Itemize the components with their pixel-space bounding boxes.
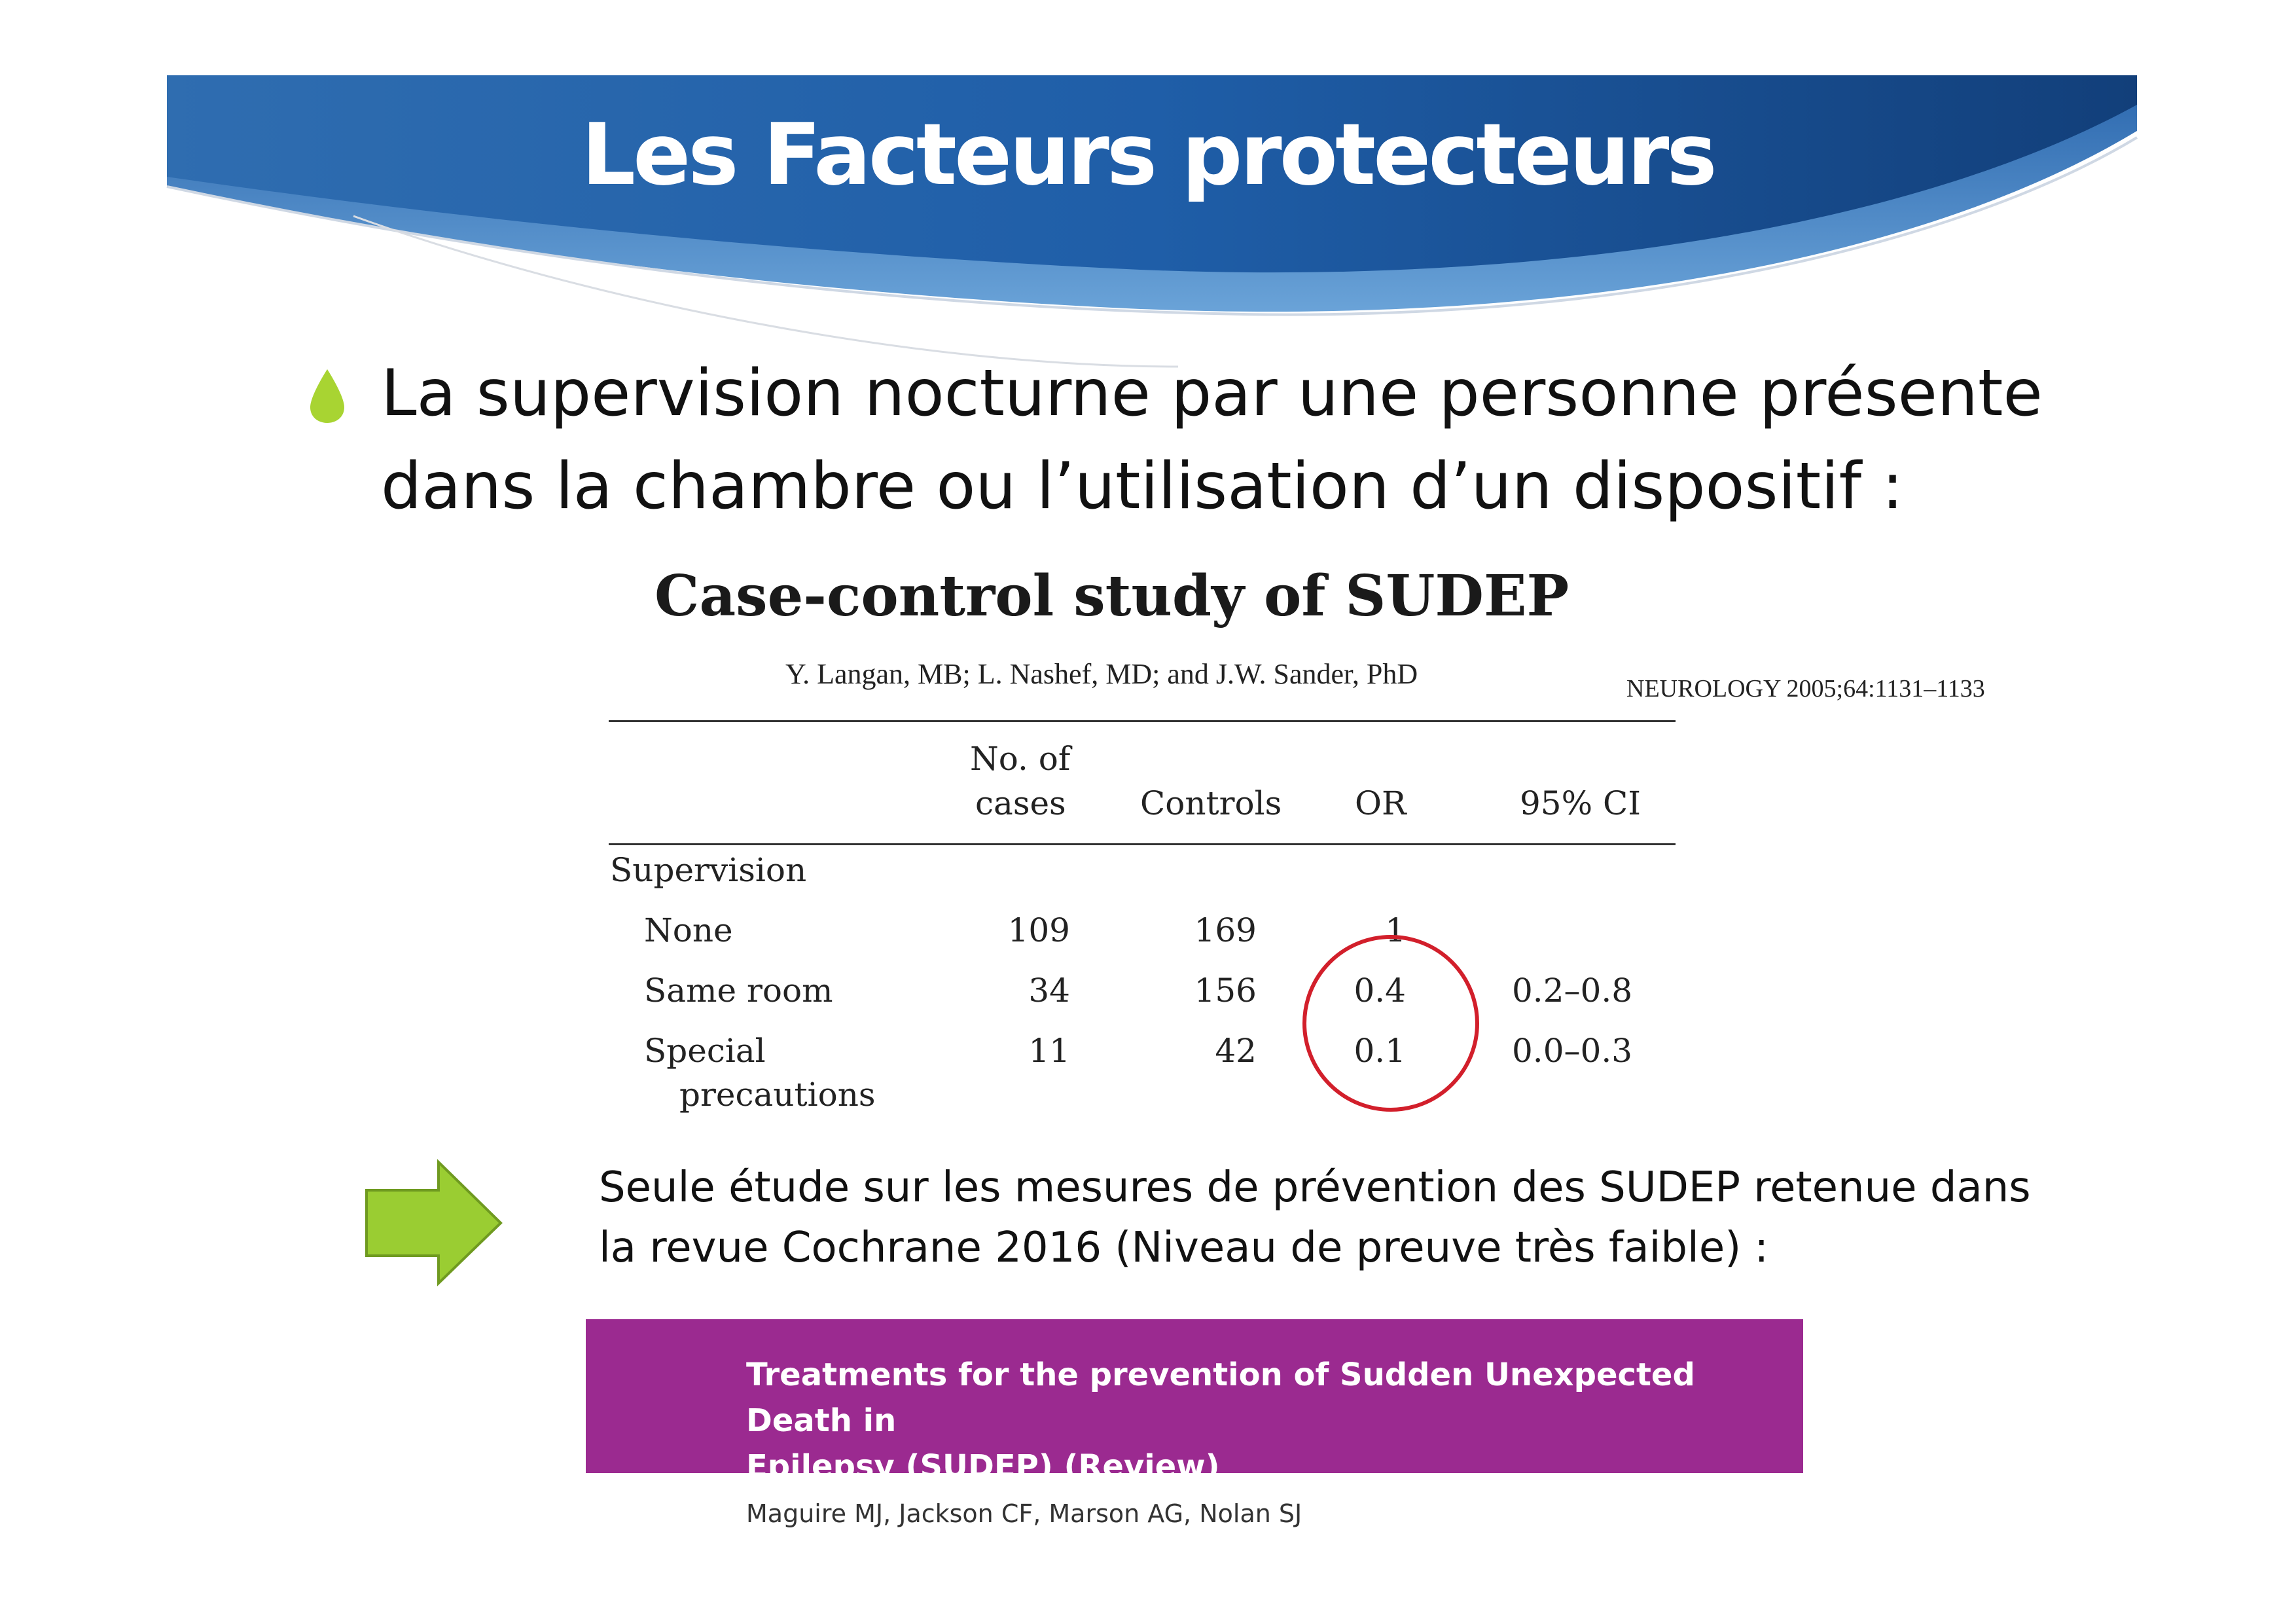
results-table: No. of cases Controls OR 95% CI Supervis… [609,720,1676,1139]
row-label: Same room [644,972,833,1010]
conclusion-note-line-1: Seule étude sur les mesures de préventio… [599,1163,2031,1212]
highlight-circle [1302,935,1479,1112]
row-label-continued: precautions [679,1076,876,1114]
row-controls: 42 [1215,1032,1257,1070]
row-cases: 34 [1028,972,1070,1010]
row-cases: 109 [1007,911,1070,949]
header-cases-line2: cases [975,784,1066,822]
header-controls: Controls [1140,784,1282,822]
slide-title: Les Facteurs protecteurs [581,105,1717,204]
conclusion-note: Seule étude sur les mesures de préventio… [599,1158,2039,1278]
row-ci: 0.2–0.8 [1512,972,1633,1010]
right-arrow-icon [365,1159,503,1286]
header-or: OR [1355,784,1407,822]
row-label: None [644,911,733,949]
cochrane-title-line-2: Epilepsy (SUDEP) (Review) [746,1448,1220,1485]
drop-bullet-icon [310,369,344,423]
row-controls: 156 [1194,972,1257,1010]
group-label: Supervision [610,851,807,889]
table-header-rule [609,843,1676,845]
row-ci: 0.0–0.3 [1512,1032,1633,1070]
paper-journal-citation: NEUROLOGY 2005;64:1131–1133 [1626,675,1985,702]
paper-authors: Y. Langan, MB; L. Nashef, MD; and J.W. S… [785,658,1418,690]
paper-title: Case-control study of SUDEP [655,563,1570,629]
cochrane-review-title: Treatments for the prevention of Sudden … [746,1352,1767,1489]
conclusion-note-line-2: la revue Cochrane 2016 (Niveau de preuve… [599,1224,1769,1272]
cochrane-review-banner: Treatments for the prevention of Sudden … [586,1319,1803,1485]
table-top-rule [609,720,1676,722]
row-controls: 169 [1194,911,1257,949]
bullet-text-line-1: La supervision nocturne par une personne… [381,356,2043,431]
header-ci: 95% CI [1520,784,1641,822]
bullet-text: La supervision nocturne par une personne… [381,347,2083,533]
bullet-text-line-2: dans la chambre ou l’utilisation d’un di… [381,449,1904,524]
header-banner [166,75,2138,368]
header-cases-line1: No. of [970,740,1071,778]
cochrane-authors: Maguire MJ, Jackson CF, Marson AG, Nolan… [746,1499,1302,1528]
cochrane-title-line-1: Treatments for the prevention of Sudden … [746,1357,1695,1439]
row-label: Special [644,1032,766,1070]
row-cases: 11 [1028,1032,1070,1070]
